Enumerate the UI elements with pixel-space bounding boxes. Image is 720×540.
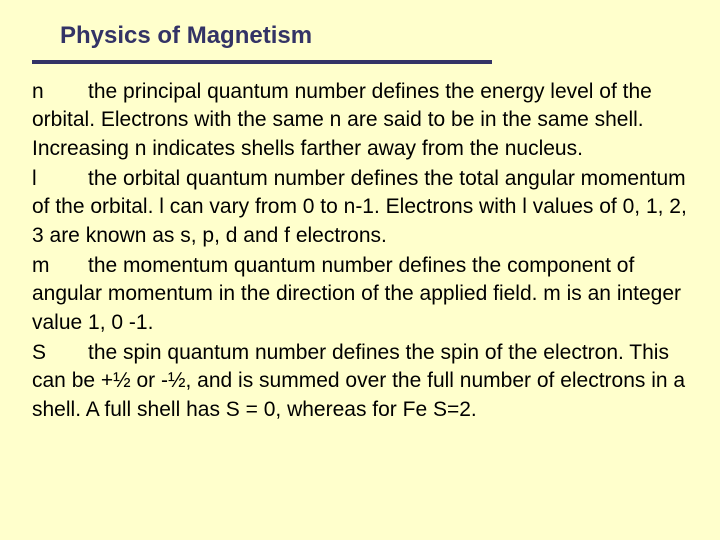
symbol-l: l	[32, 165, 88, 193]
symbol-m: m	[32, 252, 88, 280]
para-s: Sthe spin quantum number defines the spi…	[32, 339, 688, 424]
text-l: the orbital quantum number defines the t…	[32, 167, 687, 247]
text-m: the momentum quantum number defines the …	[32, 254, 681, 334]
page-title: Physics of Magnetism	[0, 0, 720, 50]
para-m: mthe momentum quantum number defines the…	[32, 252, 688, 337]
slide: Physics of Magnetism nthe principal quan…	[0, 0, 720, 540]
text-s: the spin quantum number defines the spin…	[32, 341, 685, 421]
symbol-s: S	[32, 339, 88, 367]
body-text: nthe principal quantum number defines th…	[0, 64, 720, 424]
symbol-n: n	[32, 78, 88, 106]
para-n: nthe principal quantum number defines th…	[32, 78, 688, 163]
text-n: the principal quantum number defines the…	[32, 80, 652, 160]
para-l: lthe orbital quantum number defines the …	[32, 165, 688, 250]
